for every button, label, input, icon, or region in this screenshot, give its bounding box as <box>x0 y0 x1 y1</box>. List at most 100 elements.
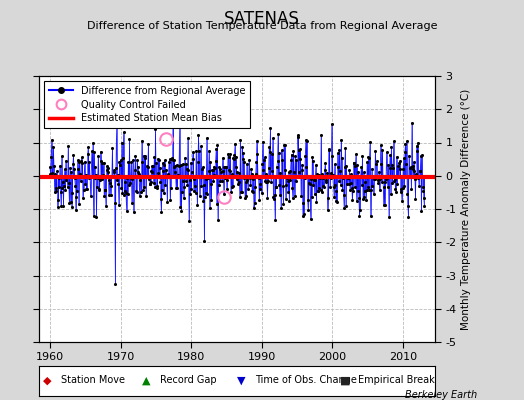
Point <box>95 187 104 193</box>
Point <box>118 190 127 196</box>
Point <box>140 155 149 161</box>
Point <box>261 171 270 177</box>
Point <box>141 152 150 159</box>
Point <box>391 185 400 192</box>
Point <box>401 148 409 155</box>
Point <box>179 178 188 184</box>
Point <box>200 182 208 188</box>
Point <box>250 200 259 207</box>
Point <box>175 163 183 169</box>
Point <box>341 164 349 170</box>
Point <box>234 181 242 187</box>
Point <box>352 198 361 205</box>
Point <box>289 148 298 154</box>
Point <box>269 194 278 200</box>
Point <box>58 185 67 191</box>
Point <box>216 178 224 184</box>
Point <box>91 164 99 170</box>
Point <box>277 205 285 211</box>
Point <box>380 184 388 190</box>
Point <box>241 195 249 201</box>
Point <box>84 144 92 150</box>
Point <box>138 159 147 165</box>
Point <box>398 198 406 204</box>
Point <box>166 196 174 203</box>
Point <box>70 166 78 172</box>
Point <box>266 149 274 155</box>
Point <box>118 139 126 146</box>
Point <box>283 175 291 182</box>
Point <box>336 168 344 174</box>
Point <box>215 164 223 170</box>
Point <box>107 174 116 180</box>
Point <box>62 176 71 183</box>
Point <box>104 165 112 171</box>
Point <box>58 153 66 160</box>
Point <box>215 166 224 172</box>
Point <box>110 167 118 174</box>
Point <box>206 180 215 187</box>
Point <box>390 178 398 184</box>
Point <box>55 184 63 190</box>
Point <box>63 184 72 190</box>
Point <box>151 184 159 190</box>
Point <box>95 186 103 192</box>
Point <box>229 155 237 161</box>
Point <box>91 174 100 181</box>
Point <box>420 195 428 202</box>
Point <box>357 182 366 189</box>
Point <box>340 192 348 198</box>
Point <box>190 176 199 182</box>
Point <box>364 184 372 190</box>
Point <box>103 163 111 170</box>
Point <box>414 175 423 181</box>
Point <box>177 208 185 214</box>
Point <box>102 166 111 173</box>
Point <box>413 148 421 154</box>
Point <box>365 186 373 193</box>
Point <box>352 151 360 158</box>
Point <box>353 162 361 168</box>
Point <box>266 125 275 132</box>
Point <box>232 154 241 160</box>
Point <box>172 162 181 168</box>
Point <box>225 168 234 174</box>
Point <box>137 189 146 195</box>
Point <box>279 201 288 208</box>
Point <box>308 194 316 200</box>
Point <box>135 171 143 178</box>
Point <box>199 198 208 204</box>
Point <box>400 182 409 189</box>
Point <box>180 195 188 202</box>
Point <box>271 217 279 223</box>
Point <box>163 199 171 205</box>
Point <box>420 203 429 209</box>
Point <box>241 175 249 182</box>
Point <box>319 183 328 189</box>
Point <box>80 174 88 180</box>
Point <box>70 175 79 181</box>
Point <box>192 148 200 154</box>
Point <box>60 182 68 189</box>
Point <box>247 170 256 177</box>
Point <box>257 190 266 196</box>
Point <box>358 152 367 159</box>
Point <box>383 149 391 155</box>
Point <box>406 174 414 180</box>
Point <box>171 169 180 175</box>
Point <box>140 184 148 190</box>
Point <box>387 144 396 151</box>
Point <box>104 168 113 175</box>
Point <box>318 171 326 177</box>
Point <box>171 163 179 169</box>
Point <box>129 157 137 163</box>
Point <box>133 188 141 195</box>
Point <box>205 148 213 154</box>
Point <box>235 170 243 176</box>
Point <box>86 193 95 199</box>
Point <box>106 180 114 186</box>
Point <box>260 154 269 161</box>
Point <box>312 199 321 205</box>
Point <box>297 193 305 200</box>
Point <box>377 161 386 168</box>
